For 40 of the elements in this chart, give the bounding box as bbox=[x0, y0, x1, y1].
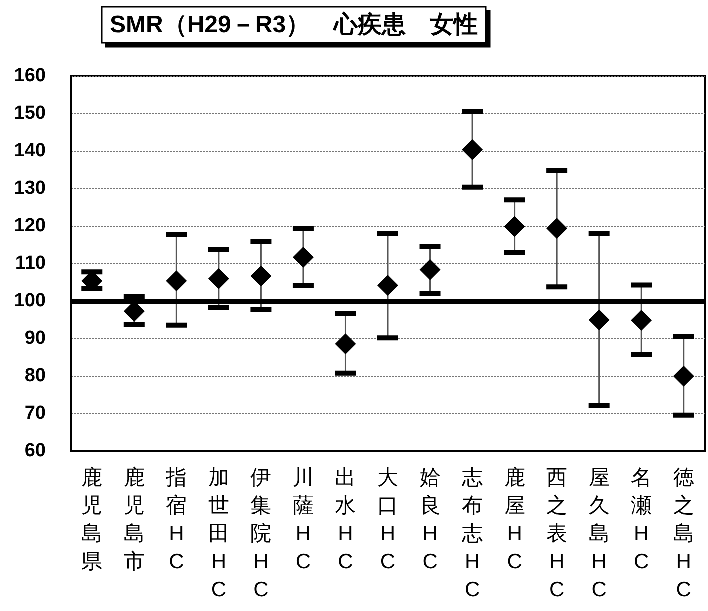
x-tick-label: 姶良HC bbox=[420, 466, 441, 574]
x-tick-label: 加世田HC bbox=[208, 466, 230, 602]
x-tick-label: 鹿児島市 bbox=[124, 466, 145, 574]
x-tick-label: 志布志HC bbox=[462, 466, 484, 602]
x-tick-label: 鹿児島県 bbox=[82, 466, 103, 574]
point bbox=[462, 139, 484, 160]
point bbox=[673, 366, 694, 387]
y-tick-label: 120 bbox=[14, 216, 46, 236]
chart-title: SMR（H29－R3） 心疾患 女性 bbox=[110, 12, 478, 38]
point bbox=[292, 247, 314, 268]
x-tick-label: 徳之島HC bbox=[673, 466, 694, 602]
x-tick-label: 大口HC bbox=[378, 466, 398, 574]
y-tick-label: 100 bbox=[14, 290, 46, 312]
y-tick-label: 130 bbox=[14, 178, 46, 199]
x-tick-label: 名瀬HC bbox=[631, 466, 652, 574]
y-tick-label: 150 bbox=[14, 103, 46, 124]
x-tick-label: 屋久島HC bbox=[588, 466, 610, 602]
x-tick-label: 鹿屋HC bbox=[504, 466, 526, 574]
x-tick-label: 指宿HC bbox=[165, 466, 188, 574]
point bbox=[208, 268, 230, 290]
point bbox=[504, 216, 526, 238]
y-tick-label: 80 bbox=[24, 366, 46, 386]
x-tick-label: 西之表HC bbox=[546, 466, 568, 602]
y-tick-label: 70 bbox=[24, 403, 46, 424]
point bbox=[420, 259, 441, 280]
y-tick-label: 110 bbox=[15, 253, 46, 274]
point bbox=[378, 275, 398, 296]
x-tick-label: 伊集院HC bbox=[250, 466, 272, 602]
point bbox=[588, 310, 610, 331]
y-tick-label: 160 bbox=[14, 66, 46, 86]
point bbox=[631, 310, 652, 331]
y-tick-label: 90 bbox=[24, 328, 46, 349]
point bbox=[250, 266, 272, 287]
point bbox=[546, 218, 568, 240]
x-tick-label: 川薩HC bbox=[292, 466, 314, 574]
y-tick-label: 60 bbox=[24, 440, 46, 462]
y-tick-label: 140 bbox=[14, 140, 46, 162]
point bbox=[335, 334, 356, 355]
point bbox=[166, 270, 188, 292]
x-tick-label: 出水HC bbox=[335, 466, 356, 574]
